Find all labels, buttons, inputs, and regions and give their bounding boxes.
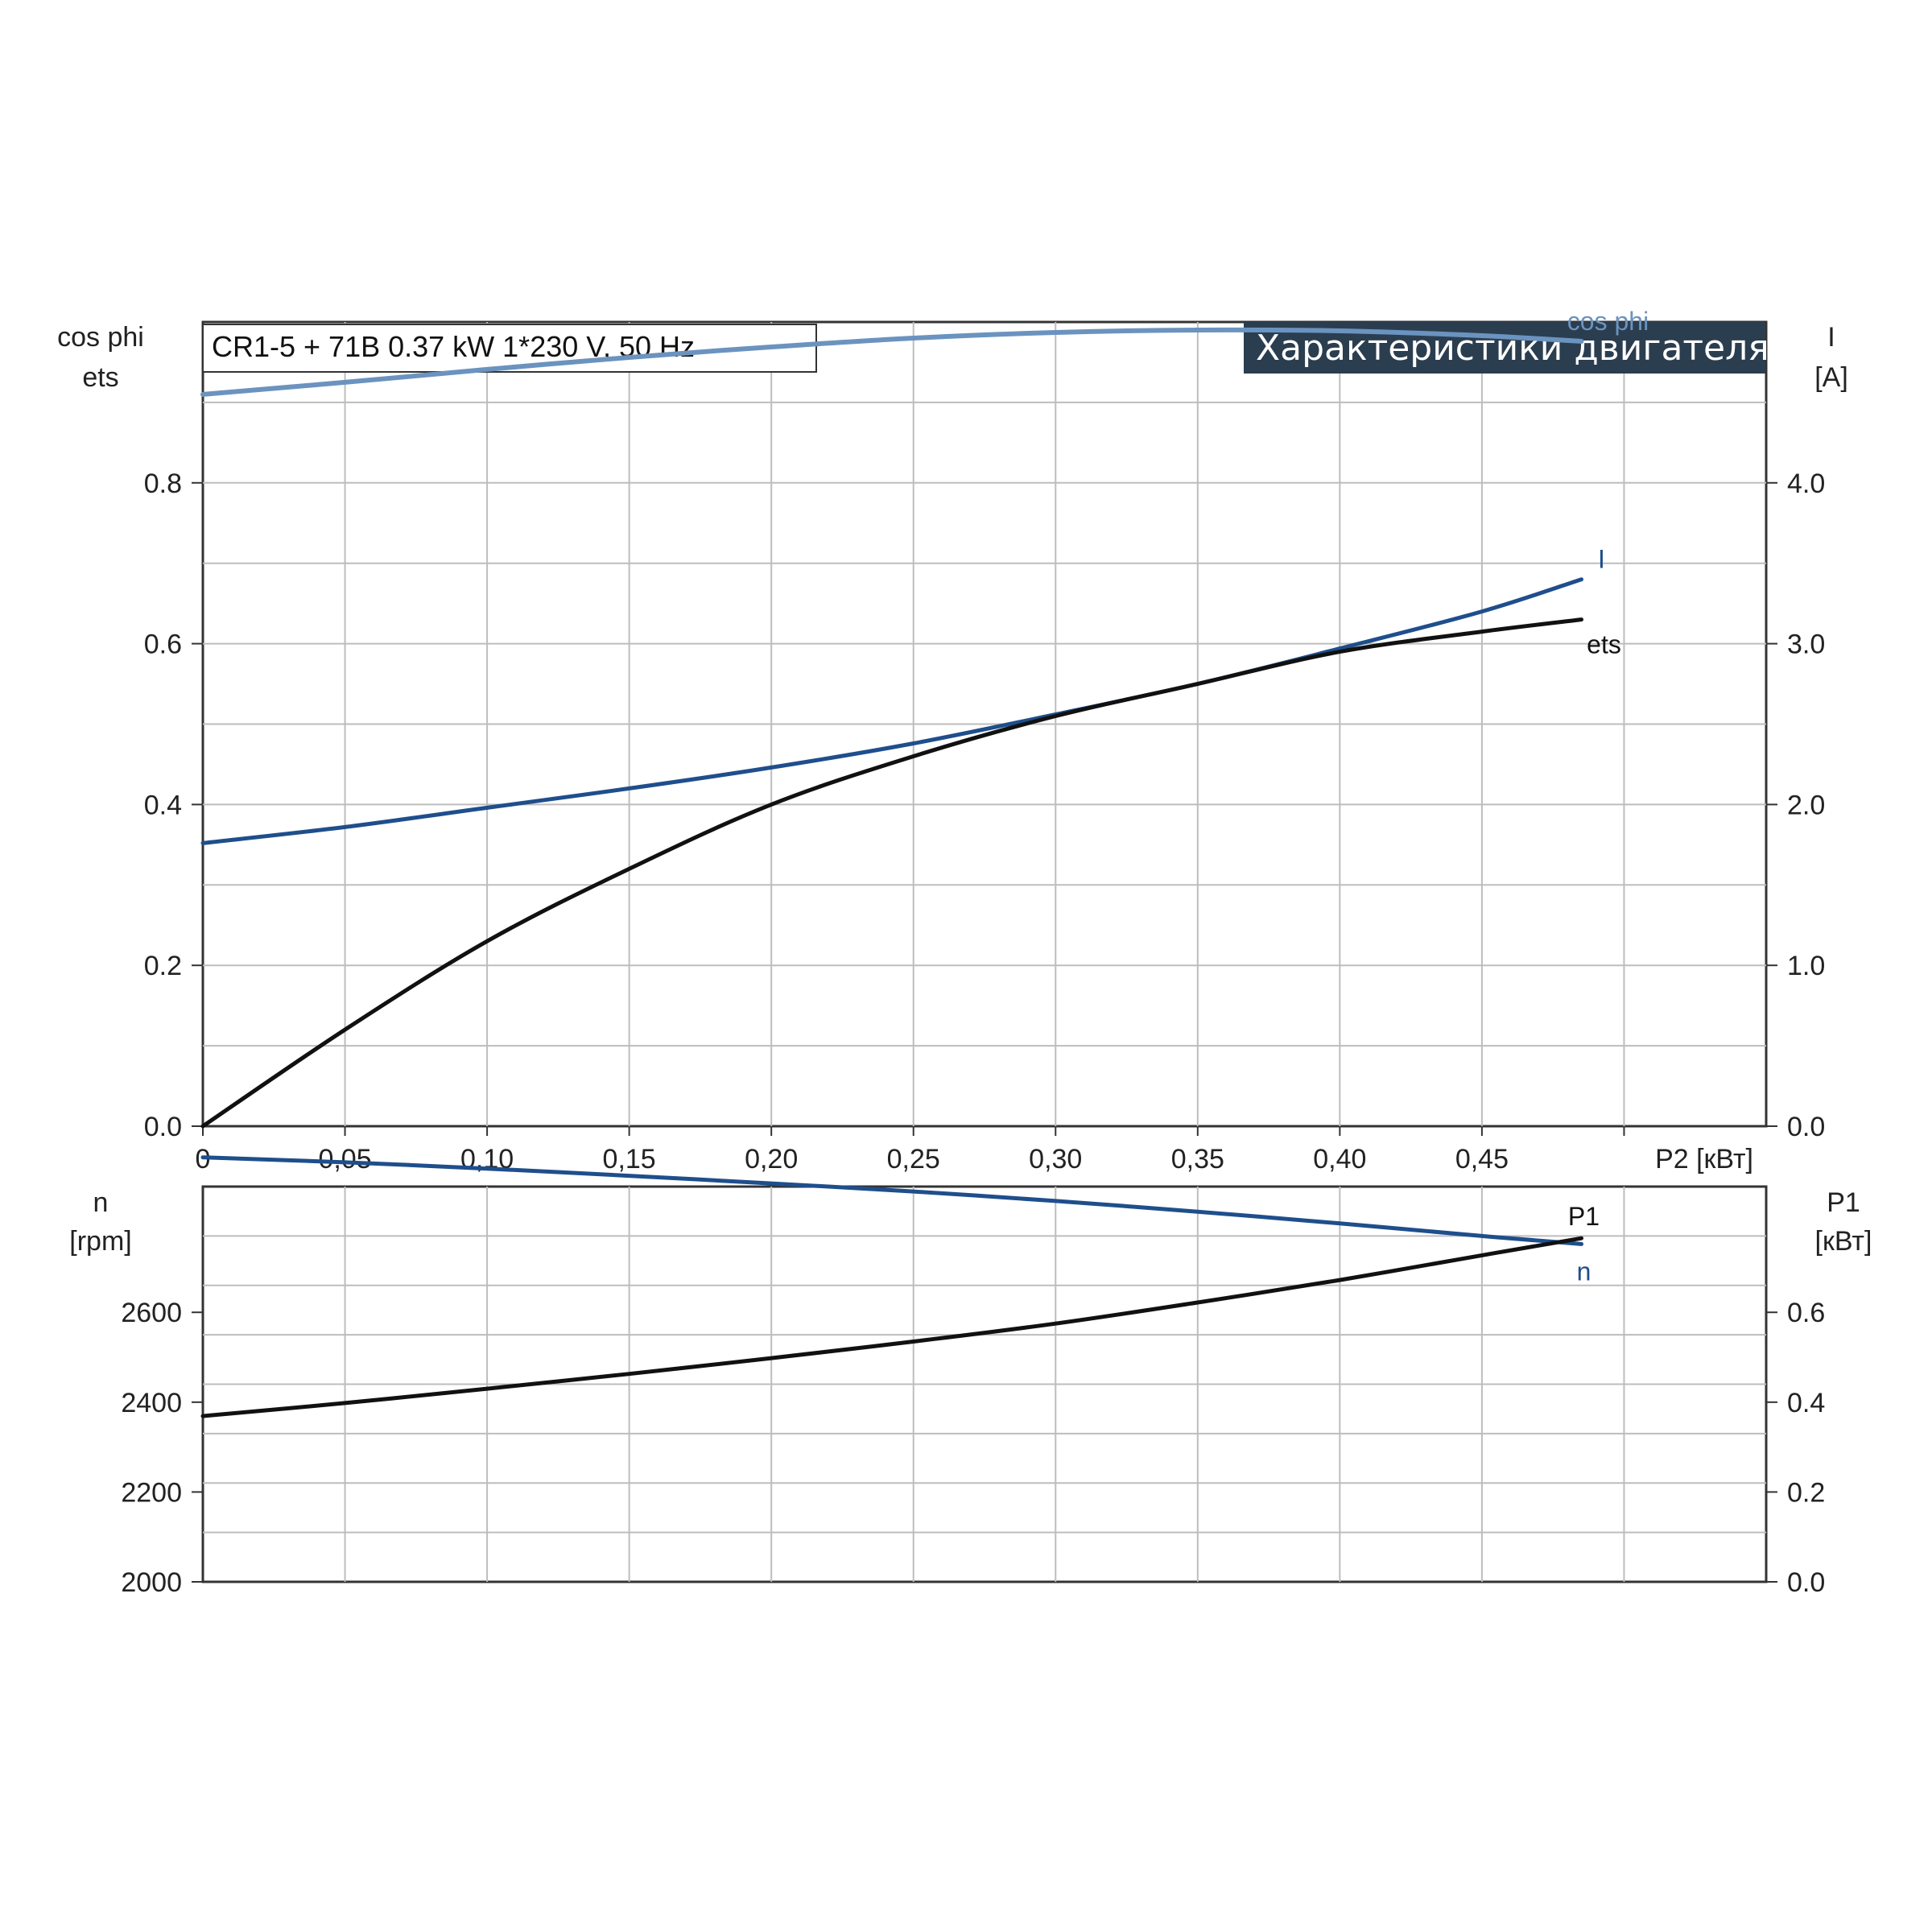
chart-title: Характеристики двигателя [1256, 328, 1769, 369]
x-tick-label: 0,30 [1029, 1144, 1082, 1174]
x-tick-label: 0,40 [1313, 1144, 1366, 1174]
top-right-axis-title-line1: I [1827, 322, 1835, 353]
bottom-right-axis-title-line1: P1 [1827, 1187, 1860, 1218]
speed-axis-tick-label: 2400 [121, 1388, 182, 1418]
top-left-axis-title-line1: cos phi [57, 322, 144, 353]
current-axis-tick-label: 1.0 [1787, 951, 1825, 981]
bottom-plot-ticks: 2000 2200 2400 2600 0.0 0.2 0.4 0.6 [121, 1298, 1825, 1598]
cosphi-ets-axis-tick-label: 0.2 [144, 951, 182, 981]
x-tick-label: 0,05 [318, 1144, 371, 1174]
cosphi-ets-axis-tick-label: 0.4 [144, 790, 182, 820]
speed-curve [200, 1155, 1583, 1246]
current-series-label: I [1598, 545, 1605, 574]
p1-axis-tick-label: 0.4 [1787, 1388, 1825, 1418]
top-plot-grid [201, 320, 1768, 1128]
model-info-box [202, 324, 817, 373]
x-tick-label: 0,35 [1171, 1144, 1224, 1174]
bottom-plot-series [200, 1155, 1583, 1418]
bottom-right-axis-title-line2: [кВт] [1815, 1226, 1872, 1257]
current-curve [200, 577, 1583, 845]
current-axis-tick-label: 2.0 [1787, 790, 1825, 820]
cos-phi-curve [200, 327, 1584, 397]
top-plot-ticks: 0 0,05 0,10 0,15 0,20 0,25 0,30 0,35 0,40 0,450.0… [144, 469, 1826, 1174]
cos-phi-series-label: cos phi [1567, 307, 1649, 336]
current-axis-tick-label: 4.0 [1787, 469, 1825, 499]
top-left-axis-title-line2: ets [82, 362, 118, 393]
p1-axis-tick-label: 0.0 [1787, 1567, 1825, 1598]
x-tick-label: 0,15 [603, 1144, 656, 1174]
current-axis-tick-label: 0.0 [1787, 1112, 1825, 1142]
cosphi-ets-axis-tick-label: 0.6 [144, 630, 182, 660]
speed-axis-tick-label: 2000 [121, 1567, 182, 1598]
ets-curve [200, 617, 1583, 1129]
speed-axis-tick-label: 2600 [121, 1298, 182, 1328]
cosphi-ets-axis-tick-label: 0.8 [144, 469, 182, 499]
x-tick-label: 0,45 [1455, 1144, 1509, 1174]
speed-axis-tick-label: 2200 [121, 1477, 182, 1508]
top-right-axis-title-line2: [A] [1814, 362, 1848, 393]
ets-series-label: ets [1587, 630, 1621, 659]
bottom-left-axis-title-line1: n [93, 1187, 109, 1218]
current-axis-tick-label: 3.0 [1787, 630, 1825, 660]
x-tick-label: 0,20 [745, 1144, 798, 1174]
speed-series-label: n [1577, 1257, 1591, 1286]
bottom-left-axis-title-line2: [rpm] [69, 1226, 131, 1257]
x-axis-title: P2 [кВт] [1655, 1144, 1753, 1174]
x-tick-label: 0,25 [887, 1144, 940, 1174]
cosphi-ets-axis-tick-label: 0.0 [144, 1112, 182, 1142]
p1-axis-tick-label: 0.2 [1787, 1477, 1825, 1508]
top-plot-series [200, 327, 1584, 1129]
p1-curve [200, 1236, 1583, 1418]
p1-series-label: P1 [1568, 1202, 1600, 1231]
p1-axis-tick-label: 0.6 [1787, 1298, 1825, 1328]
